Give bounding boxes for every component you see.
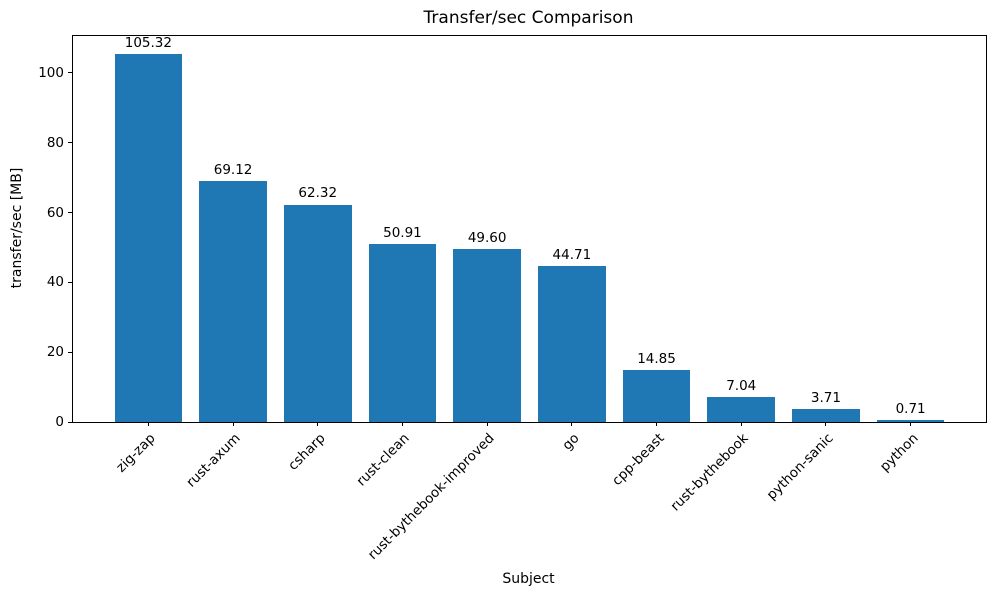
y-tick-label: 40 bbox=[46, 274, 64, 291]
bar bbox=[792, 409, 860, 422]
y-tick-label: 20 bbox=[46, 344, 64, 361]
x-tick-mark bbox=[656, 422, 658, 426]
bar bbox=[622, 370, 691, 422]
bar-value-label: 0.71 bbox=[895, 400, 926, 417]
bar bbox=[199, 180, 267, 422]
y-tick-mark bbox=[68, 72, 72, 74]
chart-title: Transfer/sec Comparison bbox=[423, 8, 634, 28]
bar bbox=[537, 265, 606, 422]
bar-value-label: 69.12 bbox=[213, 161, 253, 178]
x-axis-label: Subject bbox=[502, 571, 555, 587]
bar bbox=[876, 419, 945, 422]
x-tick-mark bbox=[740, 422, 742, 426]
x-tick-mark bbox=[486, 422, 488, 426]
bar bbox=[283, 204, 352, 422]
bar bbox=[707, 397, 776, 422]
x-tick-mark bbox=[825, 422, 827, 426]
plot-area: 0 20 40 60 80 100 105.32 zig-zap 69.12 rust-axum 6… bbox=[38, 35, 987, 563]
x-tick-mark bbox=[910, 422, 912, 426]
bar-value-label: 105.32 bbox=[124, 35, 172, 52]
bar-value-label: 62.32 bbox=[298, 185, 338, 202]
x-tick-mark bbox=[317, 422, 319, 426]
y-axis-label: transfer/sec [MB] bbox=[9, 167, 25, 289]
x-tick-mark bbox=[401, 422, 403, 426]
y-tick-label: 0 bbox=[55, 414, 64, 430]
y-tick-mark bbox=[68, 281, 72, 283]
y-tick-label: 60 bbox=[46, 204, 64, 221]
bar bbox=[368, 244, 437, 422]
y-tick-mark bbox=[68, 212, 72, 214]
x-tick-mark bbox=[147, 422, 149, 426]
x-tick-mark bbox=[232, 422, 234, 426]
y-tick-mark bbox=[68, 142, 72, 144]
y-tick-mark bbox=[68, 351, 72, 353]
bar-value-label: 44.71 bbox=[552, 246, 592, 263]
bar-value-label: 49.60 bbox=[467, 229, 507, 246]
bar bbox=[453, 248, 522, 422]
y-tick-mark bbox=[68, 421, 72, 423]
bar bbox=[114, 54, 183, 422]
y-tick-label: 80 bbox=[46, 134, 64, 151]
bar-value-label: 14.85 bbox=[637, 351, 676, 368]
x-tick-mark bbox=[571, 422, 573, 426]
y-tick-label: 100 bbox=[38, 64, 64, 81]
bar-value-label: 7.04 bbox=[726, 378, 757, 395]
bar-value-label: 50.91 bbox=[383, 225, 422, 242]
bar-value-label: 3.71 bbox=[810, 390, 841, 407]
